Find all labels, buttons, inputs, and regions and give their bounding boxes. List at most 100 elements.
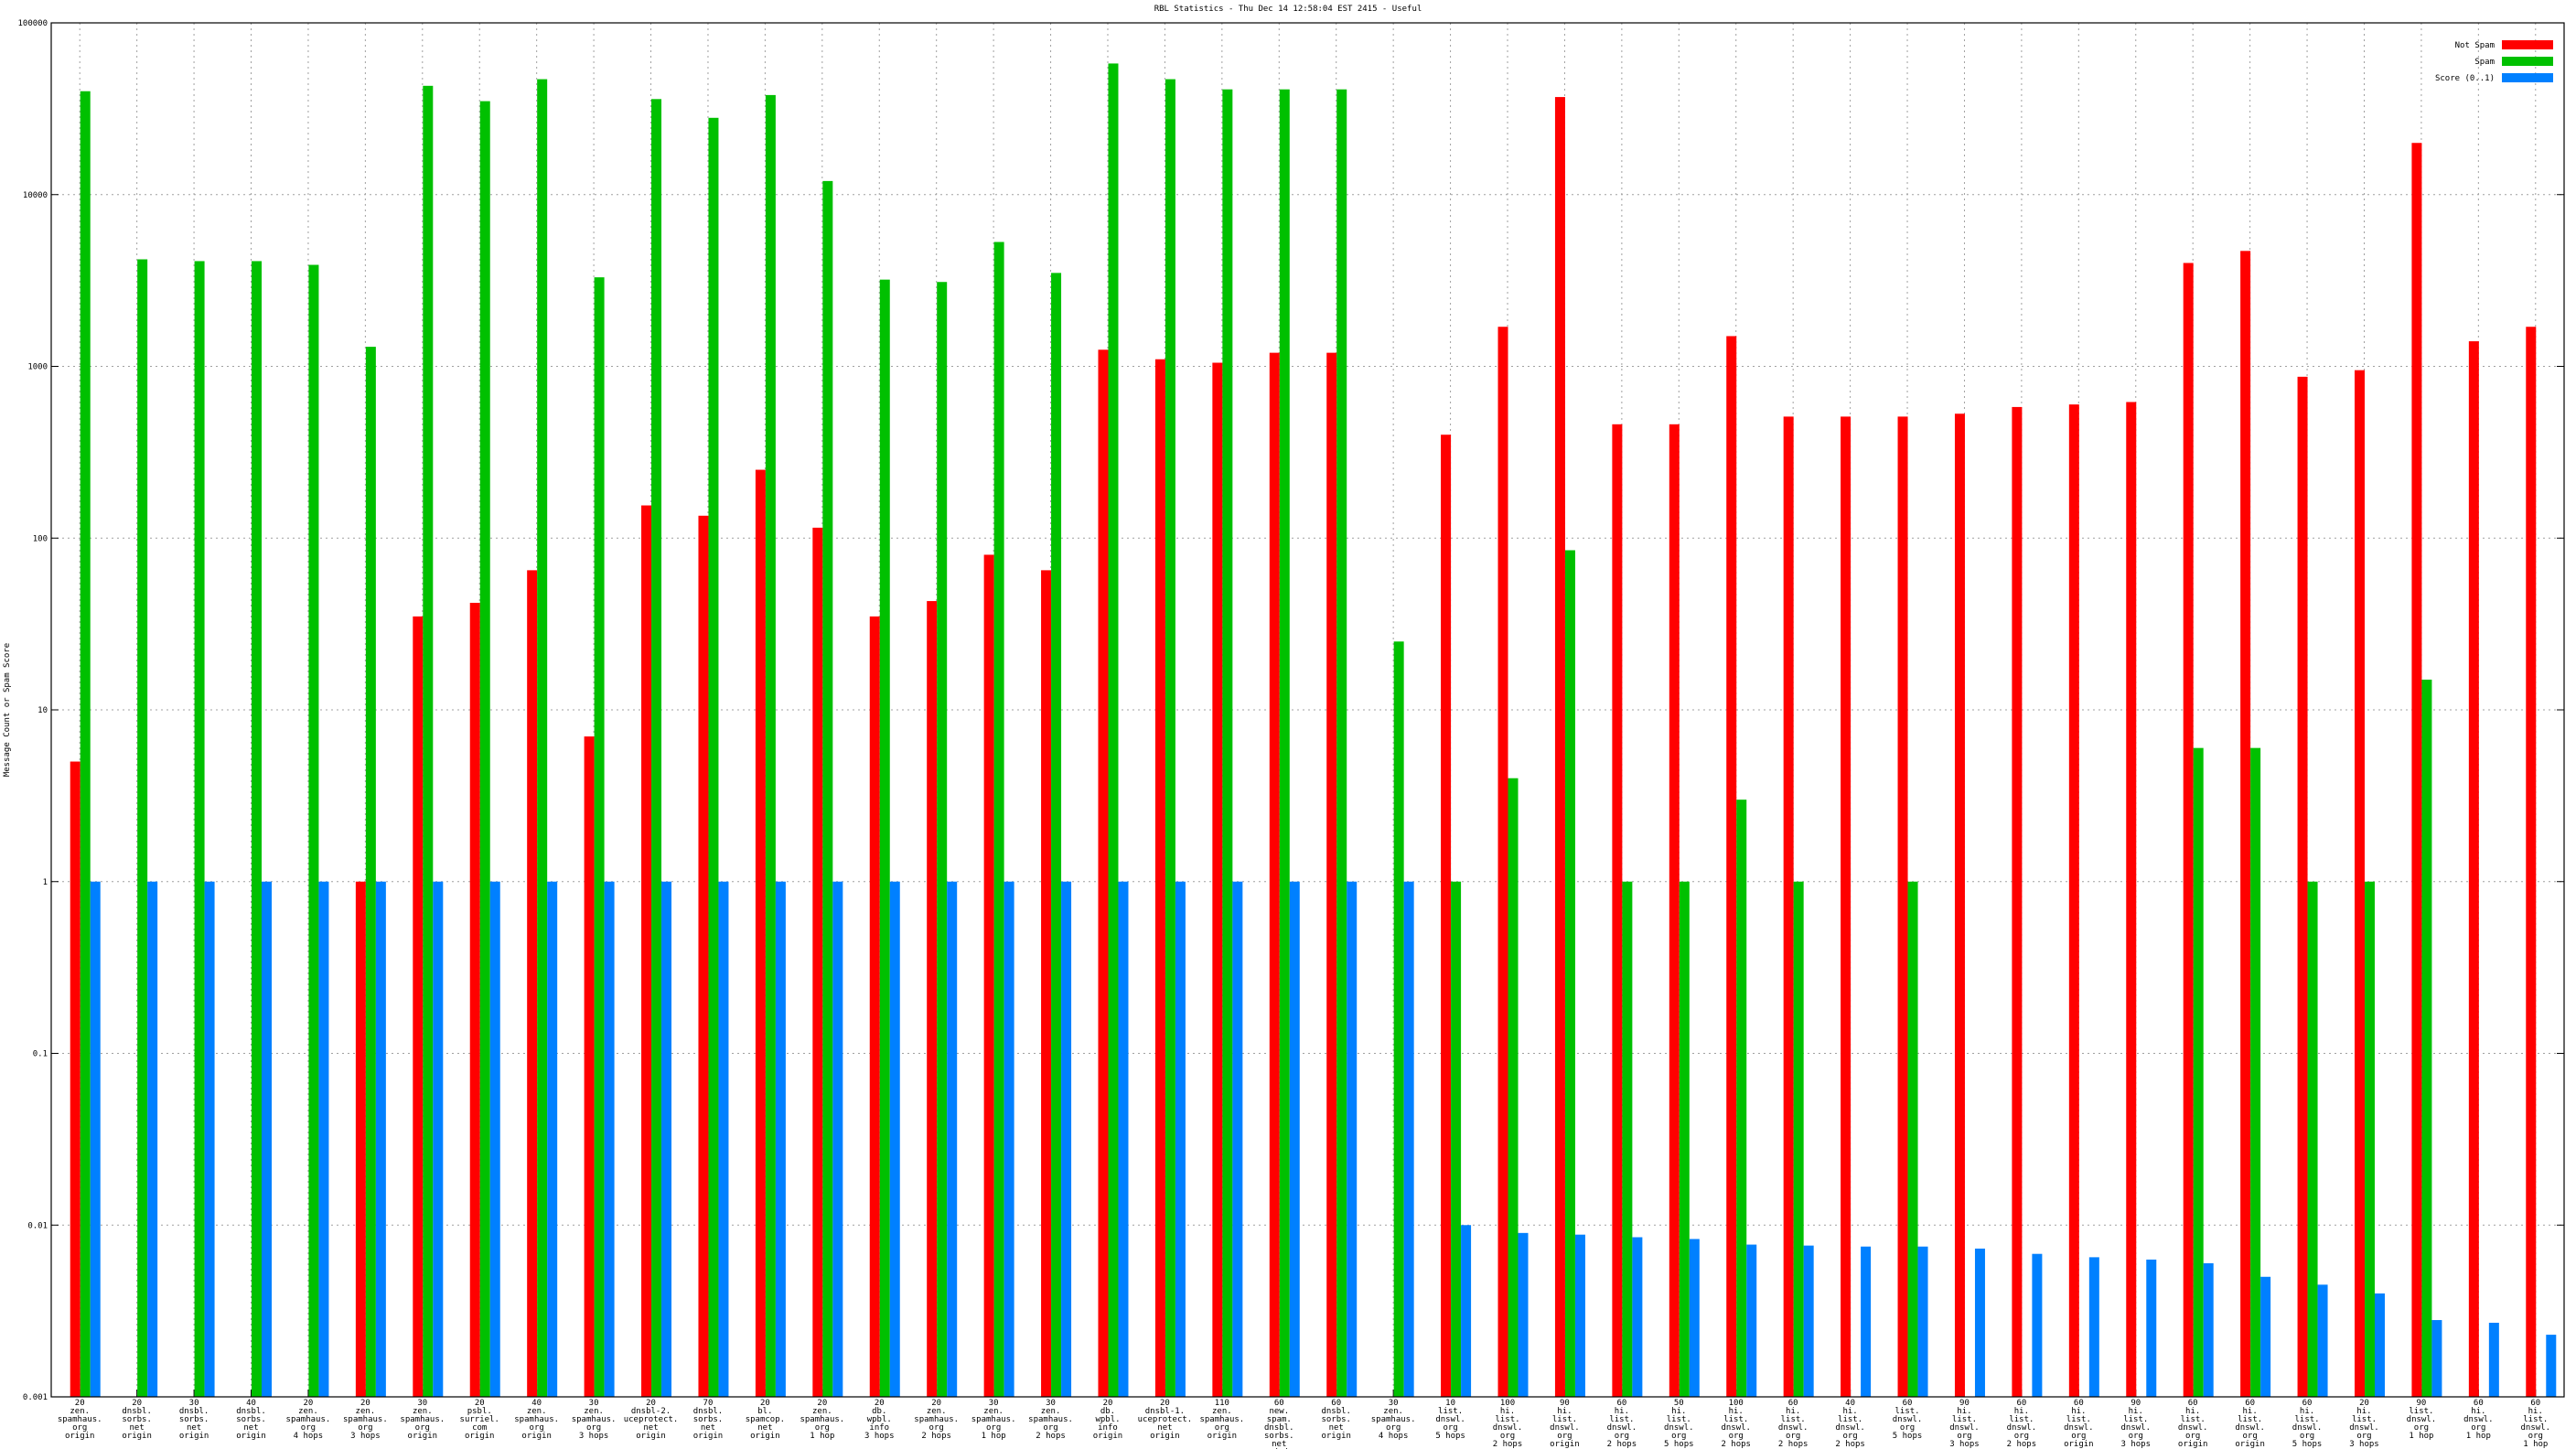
x-tick-label-line: origin [122, 1432, 152, 1441]
x-tick-label-line: org [2471, 1423, 2485, 1433]
x-tick-label-line: 20 [360, 1399, 370, 1408]
x-tick-label-line: 3 hops [579, 1432, 609, 1441]
x-tick-label-line: list. [1552, 1415, 1577, 1424]
bar [2526, 327, 2537, 1398]
x-tick-label-line: org [1500, 1432, 1515, 1441]
x-tick-label-line: org [1043, 1423, 1057, 1433]
legend-label: Not Spam [2455, 41, 2495, 50]
bar [775, 881, 786, 1397]
x-tick-label-line: org [301, 1423, 316, 1433]
x-tick-label-line: zen. [1383, 1407, 1403, 1416]
x-tick-label: 30 zen. spamhaus. org origin [400, 1399, 445, 1441]
x-tick-label-line: 30 [417, 1399, 427, 1408]
x-tick-label-line: origin [1150, 1432, 1180, 1441]
y-tick-label: 100 [33, 534, 48, 543]
x-tick-label-line: origin [2235, 1440, 2265, 1449]
bar [869, 616, 880, 1397]
bar [479, 101, 490, 1398]
bar [1461, 1225, 1472, 1397]
x-tick-label-line: dnsbl. [1264, 1423, 1294, 1433]
x-tick-label-line: 20 [646, 1399, 656, 1408]
x-tick-label-line: dnswl. [2407, 1415, 2437, 1424]
x-tick-label: 60 hi. list. dnswl. org 5 hops [2292, 1399, 2323, 1449]
y-tick-label: 1000 [27, 363, 48, 372]
x-tick-label-line: 20 [875, 1399, 885, 1408]
x-tick-label: 40 hi. list. dnswl. org 2 hops [1835, 1399, 1865, 1449]
bar [1746, 1244, 1757, 1397]
y-tick-label: 10000 [23, 191, 48, 200]
x-tick-label: 110 zen. spamhaus. org origin [1199, 1399, 1244, 1441]
x-tick-label-line: org [1443, 1423, 1457, 1433]
x-tick-label-line: spamhaus. [1028, 1415, 1073, 1424]
x-tick-label-line: list. [1781, 1415, 1806, 1424]
x-tick-label-line: org [1729, 1432, 1744, 1441]
x-tick-label-line: 20 [132, 1399, 142, 1408]
x-tick-label: 60 hi. list. dnswl. org 2 hops [1607, 1399, 1637, 1449]
bar [1165, 79, 1175, 1398]
x-tick-label-line: hi. [2356, 1407, 2371, 1416]
x-tick-label-line: org [1215, 1423, 1229, 1433]
x-tick-label-line: 4 hops [294, 1432, 324, 1441]
x-tick-label: 20 db. wpbl. info origin [1093, 1399, 1123, 1441]
x-tick-label: 100 hi. list. dnswl. org 2 hops [1493, 1399, 1523, 1449]
x-tick-label: 60 hi. list. dnswl. org 1 hop [2521, 1399, 2551, 1449]
x-tick-label-line: dnsbl-2. [631, 1407, 671, 1416]
x-tick-label-line: dnswl. [2064, 1423, 2094, 1433]
x-tick-label-line: 1 hop [2409, 1432, 2433, 1441]
bar [2431, 1320, 2442, 1397]
x-tick-label-line: 90 [2131, 1399, 2141, 1408]
x-tick-label-line: 60 [1903, 1399, 1913, 1408]
x-tick-label-line: 20 [75, 1399, 85, 1408]
bar [2374, 1293, 2385, 1397]
x-tick-label-line: org [815, 1423, 830, 1433]
bar [1554, 97, 1565, 1398]
x-tick-label: 20 zen. spamhaus. org origin [58, 1399, 102, 1441]
bar [1497, 327, 1508, 1398]
x-tick-label-line: origin [750, 1432, 780, 1441]
x-tick-label-line: 30 [1046, 1399, 1056, 1408]
x-tick-label-line: 20 [475, 1399, 485, 1408]
bar [318, 881, 329, 1397]
x-tick-label-line: 5 hops [2292, 1440, 2323, 1449]
x-tick-label-line: org [2356, 1432, 2371, 1441]
x-tick-label-line: 60 [2530, 1399, 2540, 1408]
x-tick-label-line: spamhaus. [572, 1415, 617, 1424]
bar [1841, 416, 1852, 1397]
x-tick-label-line: org [2300, 1432, 2314, 1441]
x-tick-label-line: org [2014, 1432, 2029, 1441]
x-tick-label: 70 dnsbl. sorbs. net origin [693, 1399, 724, 1441]
x-tick-label-line: 60 [2074, 1399, 2084, 1408]
x-tick-label-line: spamhaus. [514, 1415, 559, 1424]
x-tick-label-line: origin [1321, 1432, 1351, 1441]
x-tick-label-line: spamhaus. [1199, 1415, 1244, 1424]
bar [1041, 570, 1052, 1397]
chart-title: RBL Statistics - Thu Dec 14 12:58:04 EST… [1154, 5, 1422, 14]
x-tick-label-line: origin [521, 1432, 552, 1441]
x-tick-label: 20 db. wpbl. info 3 hops [864, 1399, 895, 1441]
x-tick-label-line: 50 [1674, 1399, 1684, 1408]
bar [1279, 89, 1290, 1397]
bar [204, 881, 215, 1397]
bar [375, 881, 386, 1397]
y-axis-label: Message Count or Spam Score [3, 643, 12, 777]
x-tick-label: 20 psbl. surriel. com origin [460, 1399, 499, 1441]
x-tick-label-line: list. [1667, 1415, 1691, 1424]
x-tick-label-line: 3 hops [350, 1432, 381, 1441]
x-tick-label-line: sorbs. [1321, 1415, 1351, 1424]
x-tick-label-line: zen. [927, 1407, 947, 1416]
bar [537, 79, 548, 1398]
x-tick-label-line: dnswl. [1550, 1423, 1580, 1433]
x-tick-label-line: list. [2066, 1415, 2091, 1424]
x-tick-label-line: list. [1438, 1407, 1463, 1416]
x-tick-label-line: org [586, 1423, 601, 1433]
x-tick-label-line: net [757, 1423, 772, 1433]
bar [1326, 352, 1337, 1397]
bar [698, 515, 709, 1397]
bar [423, 85, 434, 1398]
x-tick-label-line: list. [2295, 1415, 2320, 1424]
x-tick-label-line: 60 [1788, 1399, 1798, 1408]
bar [1622, 881, 1633, 1397]
x-tick-label-line: dnsbl-1. [1145, 1407, 1185, 1416]
bar [1289, 881, 1300, 1397]
